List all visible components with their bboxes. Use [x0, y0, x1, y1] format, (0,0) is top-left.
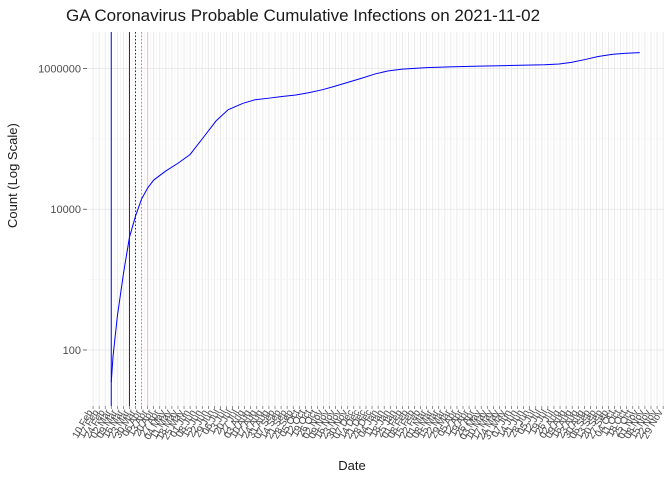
series-line	[110, 52, 640, 383]
grid-lines	[87, 32, 664, 421]
y-tick-label: 1000000	[38, 63, 81, 75]
y-tick-label: 100	[63, 345, 81, 357]
series-layer	[110, 52, 640, 383]
y-tick-label: 10000	[50, 204, 81, 216]
reference-lines	[110, 32, 149, 406]
x-axis-label: Date	[338, 458, 366, 473]
chart-title: GA Coronavirus Probable Cumulative Infec…	[66, 6, 541, 25]
y-axis-ticks: 100 10000 1000000	[38, 63, 87, 357]
